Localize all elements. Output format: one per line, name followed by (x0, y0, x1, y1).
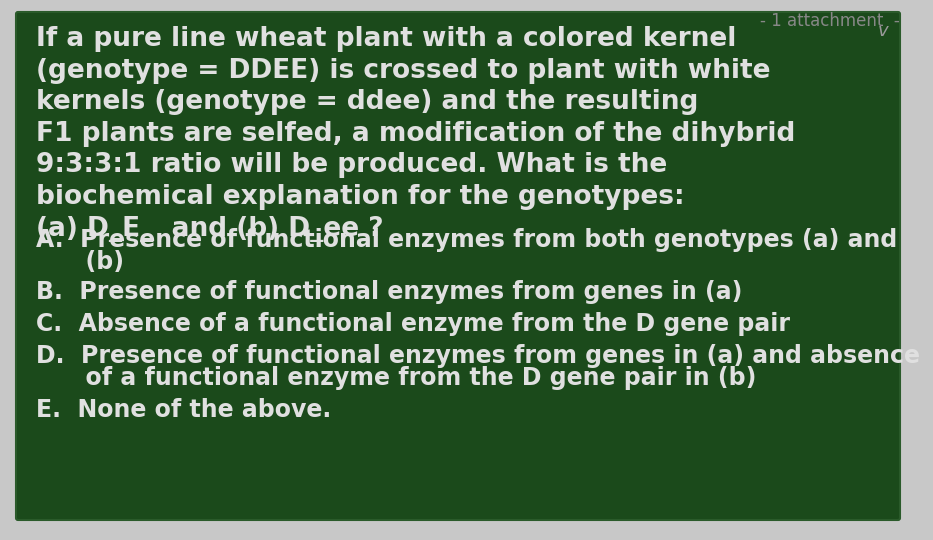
Text: (b): (b) (36, 250, 124, 274)
Text: If a pure line wheat plant with a colored kernel
(genotype = DDEE) is crossed to: If a pure line wheat plant with a colore… (36, 26, 795, 241)
Text: v: v (877, 22, 888, 40)
Text: of a functional enzyme from the D gene pair in (b): of a functional enzyme from the D gene p… (36, 366, 757, 390)
FancyBboxPatch shape (16, 12, 900, 520)
Text: - 1 attachment  -: - 1 attachment - (760, 12, 900, 30)
Text: C.  Absence of a functional enzyme from the D gene pair: C. Absence of a functional enzyme from t… (36, 312, 790, 336)
Text: A.  Presence of functional enzymes from both genotypes (a) and: A. Presence of functional enzymes from b… (36, 228, 898, 252)
Text: D.  Presence of functional enzymes from genes in (a) and absence: D. Presence of functional enzymes from g… (36, 344, 920, 368)
Text: B.  Presence of functional enzymes from genes in (a): B. Presence of functional enzymes from g… (36, 280, 743, 304)
Text: E.  None of the above.: E. None of the above. (36, 398, 331, 422)
